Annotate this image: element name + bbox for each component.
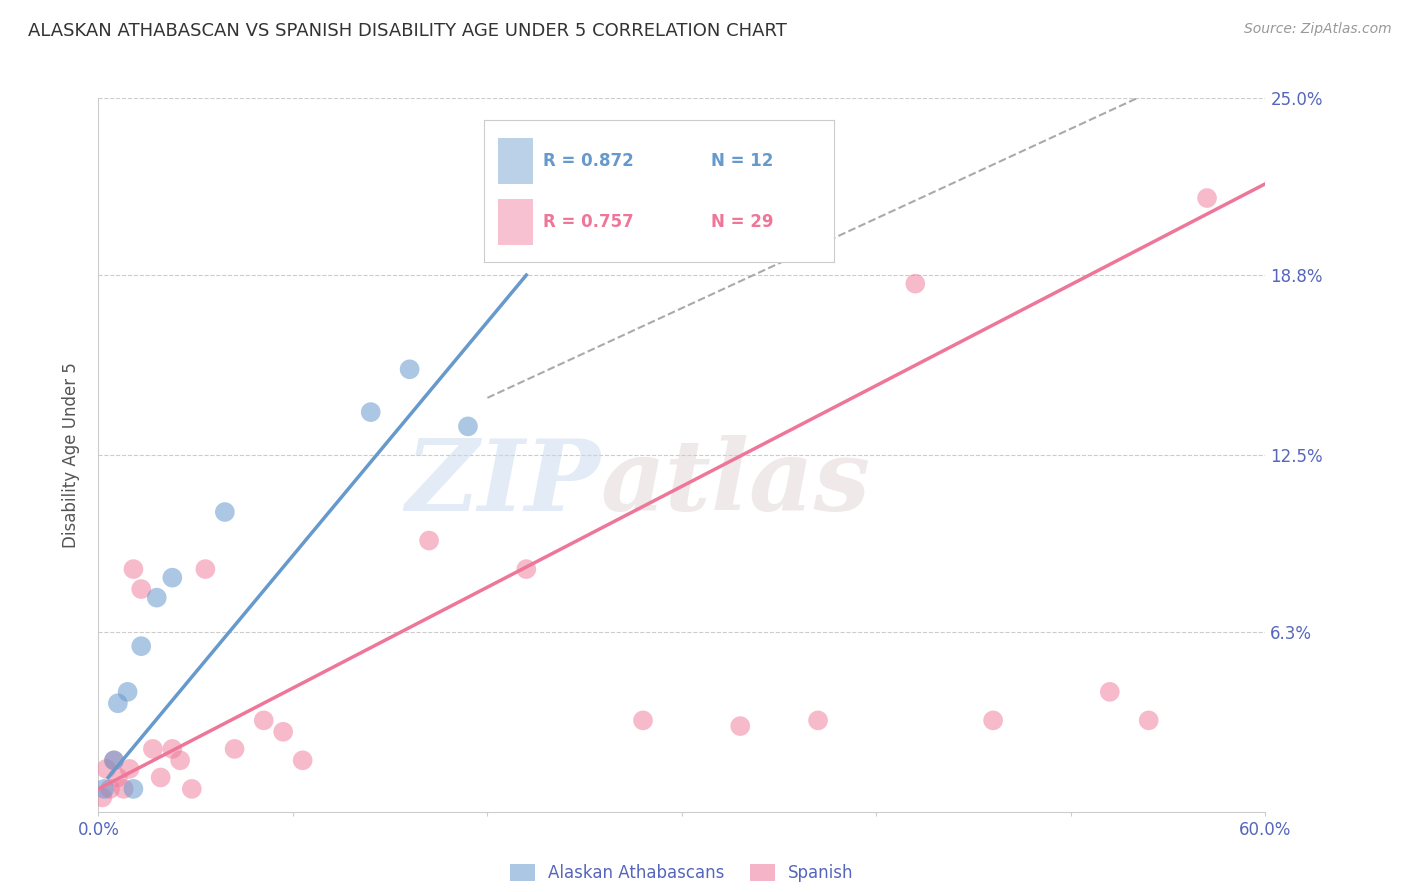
Point (142, 742, 165, 756)
Point (96, 762, 118, 776)
Point (224, 742, 246, 756)
Point (180, 781, 202, 796)
Legend: Alaskan Athabascans, Spanish: Alaskan Athabascans, Spanish (503, 857, 860, 889)
Point (103, 753, 125, 767)
Point (91, 790, 114, 805)
Point (146, 591, 169, 605)
Text: ALASKAN ATHABASCAN VS SPANISH DISABILITY AGE UNDER 5 CORRELATION CHART: ALASKAN ATHABASCAN VS SPANISH DISABILITY… (28, 22, 787, 40)
Point (107, 696, 129, 710)
Point (112, 781, 135, 796)
Point (981, 714, 1004, 728)
Point (1098, 685, 1121, 699)
Point (117, 685, 139, 699)
Point (418, 533, 440, 548)
Point (98, 781, 121, 796)
Point (169, 753, 191, 767)
Point (214, 505, 236, 519)
Y-axis label: Disability Age Under 5: Disability Age Under 5 (62, 362, 80, 548)
Point (253, 714, 276, 728)
Point (194, 562, 217, 576)
Point (162, 571, 184, 585)
Point (457, 419, 479, 434)
Point (728, 719, 751, 733)
Point (103, 753, 125, 767)
Point (122, 562, 145, 576)
Text: Source: ZipAtlas.com: Source: ZipAtlas.com (1244, 22, 1392, 37)
Point (149, 771, 172, 785)
Point (360, 405, 382, 419)
Text: ZIP: ZIP (405, 435, 600, 532)
Point (1137, 714, 1160, 728)
Point (807, 714, 830, 728)
Point (515, 562, 537, 576)
Point (93, 781, 115, 796)
Point (904, 277, 927, 291)
Point (129, 639, 152, 653)
Text: atlas: atlas (600, 435, 870, 532)
Point (129, 582, 152, 596)
Point (122, 781, 145, 796)
Point (1195, 191, 1218, 205)
Point (162, 742, 184, 756)
Point (118, 762, 141, 776)
Point (271, 724, 294, 739)
Point (107, 771, 129, 785)
Point (631, 714, 654, 728)
Point (398, 362, 420, 376)
Point (291, 753, 314, 767)
